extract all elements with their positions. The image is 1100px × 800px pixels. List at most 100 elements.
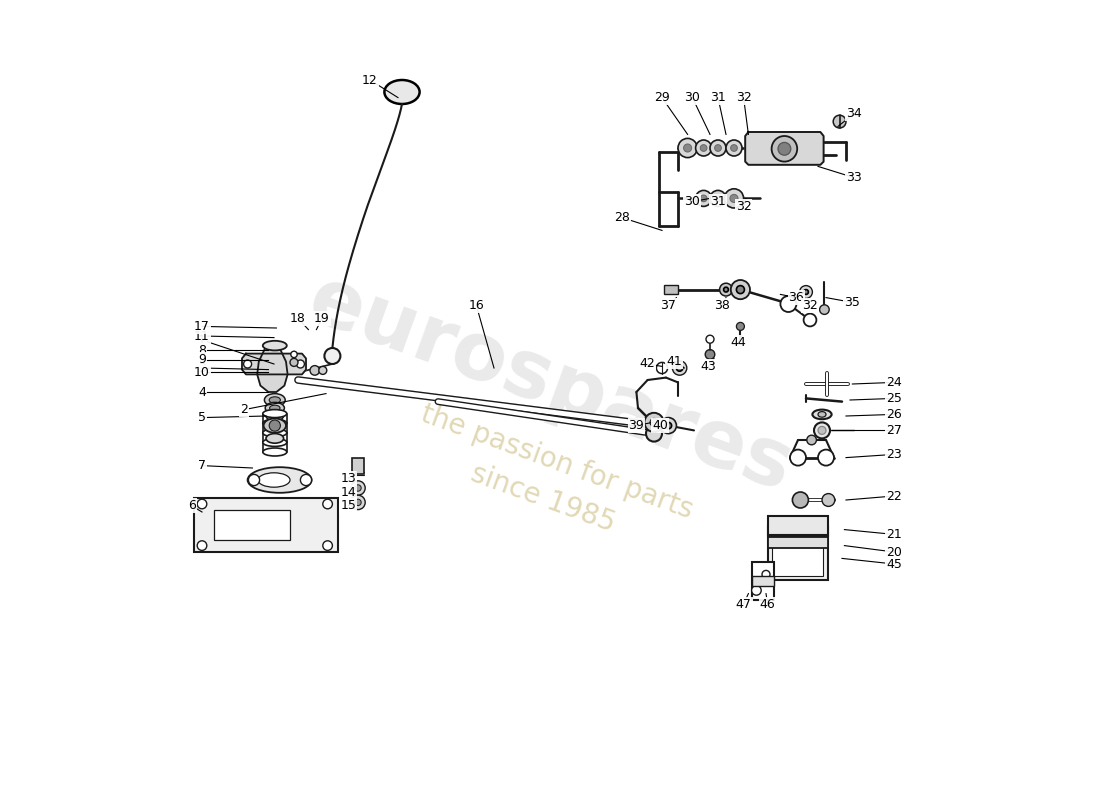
Text: 1: 1 xyxy=(198,334,206,346)
Text: 12: 12 xyxy=(362,74,378,86)
Bar xyxy=(768,516,827,536)
Circle shape xyxy=(351,481,365,495)
Ellipse shape xyxy=(263,438,287,446)
Circle shape xyxy=(650,418,658,426)
Bar xyxy=(352,458,364,474)
Circle shape xyxy=(701,145,707,151)
Circle shape xyxy=(762,570,770,578)
Text: 32: 32 xyxy=(736,91,751,104)
Text: 31: 31 xyxy=(711,91,726,104)
Circle shape xyxy=(778,142,791,155)
Circle shape xyxy=(804,314,816,326)
Bar xyxy=(772,530,823,576)
Ellipse shape xyxy=(248,467,311,493)
Text: 11: 11 xyxy=(194,330,210,342)
Circle shape xyxy=(660,418,676,434)
Text: 33: 33 xyxy=(846,171,862,184)
Circle shape xyxy=(715,195,722,202)
Circle shape xyxy=(710,140,726,156)
Circle shape xyxy=(833,115,846,128)
Circle shape xyxy=(725,189,744,208)
Ellipse shape xyxy=(264,394,285,406)
Text: 9: 9 xyxy=(198,354,206,366)
Circle shape xyxy=(666,422,672,429)
Text: 10: 10 xyxy=(194,366,210,378)
Circle shape xyxy=(710,190,726,206)
Circle shape xyxy=(701,195,707,202)
Circle shape xyxy=(645,413,663,432)
Ellipse shape xyxy=(270,405,280,411)
Circle shape xyxy=(355,485,361,491)
Ellipse shape xyxy=(263,429,287,437)
Text: 39: 39 xyxy=(628,419,645,432)
Text: 19: 19 xyxy=(315,312,330,325)
Ellipse shape xyxy=(384,80,419,104)
Text: 24: 24 xyxy=(887,376,902,389)
Text: 32: 32 xyxy=(736,200,751,213)
Text: 36: 36 xyxy=(789,291,804,304)
Ellipse shape xyxy=(258,473,290,487)
Ellipse shape xyxy=(813,410,832,419)
Text: 38: 38 xyxy=(714,299,730,312)
Bar xyxy=(194,498,338,552)
Text: 35: 35 xyxy=(845,296,860,309)
Bar xyxy=(214,510,290,540)
Circle shape xyxy=(715,145,722,151)
Text: 45: 45 xyxy=(887,558,902,570)
Ellipse shape xyxy=(266,434,284,443)
Circle shape xyxy=(780,296,796,312)
Circle shape xyxy=(806,435,816,445)
Circle shape xyxy=(818,426,826,434)
Circle shape xyxy=(800,286,813,298)
Circle shape xyxy=(790,450,806,466)
Circle shape xyxy=(351,495,365,510)
Text: 43: 43 xyxy=(701,360,716,373)
Circle shape xyxy=(322,541,332,550)
Ellipse shape xyxy=(263,341,287,350)
Circle shape xyxy=(818,450,834,466)
Circle shape xyxy=(324,348,340,364)
Text: 42: 42 xyxy=(640,358,656,370)
Circle shape xyxy=(243,360,252,368)
Text: 29: 29 xyxy=(654,91,670,104)
Text: 21: 21 xyxy=(887,528,902,541)
Circle shape xyxy=(724,287,728,292)
Text: 25: 25 xyxy=(887,392,902,405)
Circle shape xyxy=(695,190,712,206)
Circle shape xyxy=(822,494,835,506)
Circle shape xyxy=(706,335,714,343)
Text: 8: 8 xyxy=(198,344,206,357)
Text: 7: 7 xyxy=(198,459,206,472)
Circle shape xyxy=(736,286,745,294)
Text: the passion for parts
since 1985: the passion for parts since 1985 xyxy=(404,399,696,561)
Ellipse shape xyxy=(270,397,280,403)
Text: 46: 46 xyxy=(760,598,775,610)
Text: 27: 27 xyxy=(887,424,902,437)
Polygon shape xyxy=(745,132,824,165)
Polygon shape xyxy=(257,348,287,392)
Ellipse shape xyxy=(266,411,284,421)
Circle shape xyxy=(676,365,683,371)
Circle shape xyxy=(657,362,668,374)
Circle shape xyxy=(197,541,207,550)
Circle shape xyxy=(270,420,280,431)
Circle shape xyxy=(296,360,305,368)
Text: 26: 26 xyxy=(887,408,902,421)
Text: 23: 23 xyxy=(887,448,902,461)
Text: 40: 40 xyxy=(652,419,669,432)
Text: 15: 15 xyxy=(341,499,356,512)
Bar xyxy=(751,576,774,586)
Text: 30: 30 xyxy=(684,91,701,104)
Text: 34: 34 xyxy=(846,107,862,120)
Text: 31: 31 xyxy=(711,195,726,208)
Circle shape xyxy=(355,499,361,506)
Bar xyxy=(663,285,678,294)
Circle shape xyxy=(322,499,332,509)
Text: 2: 2 xyxy=(241,403,249,416)
Circle shape xyxy=(730,145,737,151)
Circle shape xyxy=(719,283,733,296)
Circle shape xyxy=(672,361,686,375)
Text: 4: 4 xyxy=(198,386,206,398)
Text: 3: 3 xyxy=(198,362,206,374)
Circle shape xyxy=(726,140,742,156)
